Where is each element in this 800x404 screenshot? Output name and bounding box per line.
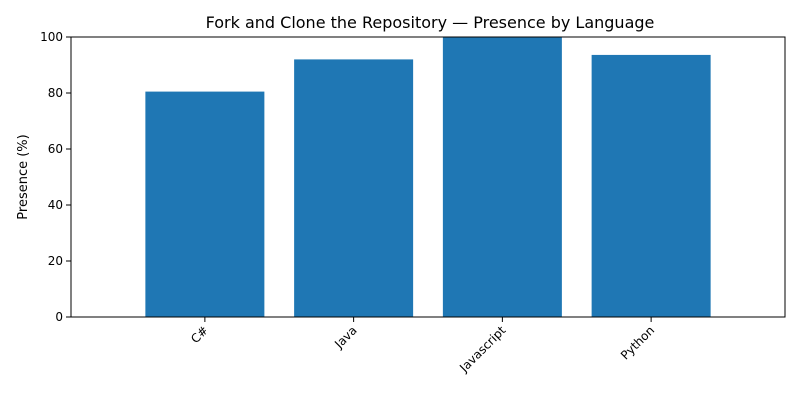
y-tick-label: 80 xyxy=(48,86,63,100)
x-axis-ticks: C# Java Javascript Python xyxy=(188,317,657,375)
chart-title: Fork and Clone the Repository — Presence… xyxy=(206,13,655,32)
y-tick-label: 60 xyxy=(48,142,63,156)
y-axis-label: Presence (%) xyxy=(16,134,31,219)
plot-frame xyxy=(70,36,786,318)
bar-javascript xyxy=(442,37,562,317)
bars-group xyxy=(145,37,711,318)
bar-python xyxy=(591,54,711,318)
x-tick-label: Python xyxy=(618,323,657,362)
x-tick-label: Java xyxy=(331,323,360,352)
y-tick-label: 20 xyxy=(48,254,63,268)
bar-csharp xyxy=(145,91,265,317)
y-tick-label: 100 xyxy=(40,30,63,44)
bar-java xyxy=(294,59,414,318)
y-tick-label: 40 xyxy=(48,198,63,212)
x-tick-label: C# xyxy=(188,323,211,346)
x-tick-label: Javascript xyxy=(456,323,508,375)
y-tick-label: 0 xyxy=(55,310,63,324)
y-axis-ticks: 0 20 40 60 80 100 xyxy=(40,30,71,324)
